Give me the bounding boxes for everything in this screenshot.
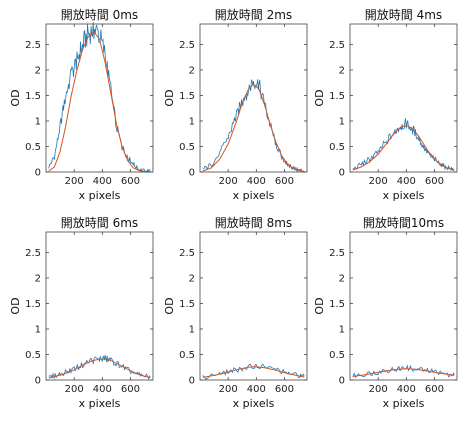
y-tick-label: 0.5	[179, 350, 195, 361]
x-tick-label: 200	[219, 176, 238, 187]
y-tick-label: 0.5	[179, 142, 195, 153]
y-tick-label: 2.5	[329, 248, 345, 259]
x-tick-label: 600	[121, 176, 140, 187]
plot-frame	[349, 23, 458, 173]
plot-frame	[349, 231, 458, 381]
subplot-2: 開放時間 2ms 200 400 600 0 0.5 1 1.5 2 2.5 x pixels OD	[163, 7, 308, 202]
x-tick-label: 400	[93, 176, 112, 187]
fit-line	[352, 368, 455, 377]
y-tick-label: 1	[35, 116, 41, 127]
y-tick-label: 0	[35, 376, 41, 387]
fit-line	[202, 366, 305, 378]
fit-line	[48, 30, 151, 173]
y-axis-label: OD	[313, 297, 326, 314]
fit-line	[202, 83, 305, 172]
plot-frame	[199, 231, 308, 381]
y-axis-label: OD	[9, 89, 22, 106]
y-tick-label: 2	[189, 273, 195, 284]
y-tick-label: 0.5	[25, 142, 41, 153]
measured-od-line	[202, 363, 305, 380]
y-tick-label: 0	[35, 168, 41, 179]
y-tick-label: 2.5	[329, 40, 345, 51]
y-tick-label: 1.5	[25, 91, 41, 102]
subplot-6: 開放時間10ms 200 400 600 0 0.5 1 1.5 2 2.5 x pixels OD	[313, 215, 458, 410]
y-tick-label: 2.5	[25, 248, 41, 259]
x-axis-label: x pixels	[233, 189, 275, 202]
y-tick-label: 0	[339, 376, 345, 387]
measured-od-line	[48, 22, 151, 174]
y-tick-label: 1.5	[179, 91, 195, 102]
y-tick-label: 1.5	[179, 299, 195, 310]
y-tick-label: 2.5	[179, 40, 195, 51]
x-tick-label: 400	[93, 384, 112, 395]
plot-frame	[45, 231, 154, 381]
y-tick-label: 1.5	[25, 299, 41, 310]
subplot-title: 開放時間 2ms	[215, 7, 292, 22]
plot-frame	[199, 23, 308, 173]
y-tick-label: 2	[339, 273, 345, 284]
x-tick-label: 200	[219, 384, 238, 395]
x-tick-label: 200	[65, 176, 84, 187]
subplot-1: 開放時間 0ms 200 400 600 0 0.5 1 1.5 2 2.5 x pixels OD	[9, 7, 154, 202]
x-axis-label: x pixels	[233, 397, 275, 410]
y-axis-label: OD	[313, 89, 326, 106]
y-axis-label: OD	[9, 297, 22, 314]
x-tick-label: 200	[369, 384, 388, 395]
fit-line	[352, 125, 455, 171]
y-tick-label: 1	[339, 116, 345, 127]
y-tick-label: 0.5	[329, 142, 345, 153]
y-tick-label: 0.5	[25, 350, 41, 361]
subplot-title: 開放時間 0ms	[61, 7, 138, 22]
measured-od-line	[352, 118, 455, 172]
y-tick-label: 2	[189, 65, 195, 76]
x-tick-label: 400	[247, 176, 266, 187]
subplot-title: 開放時間 6ms	[61, 215, 138, 230]
plot-frame	[45, 23, 154, 173]
y-tick-label: 0.5	[329, 350, 345, 361]
x-tick-label: 600	[275, 176, 294, 187]
y-tick-label: 1	[189, 116, 195, 127]
x-tick-label: 600	[275, 384, 294, 395]
y-tick-label: 2	[339, 65, 345, 76]
x-tick-label: 400	[397, 384, 416, 395]
x-tick-label: 200	[65, 384, 84, 395]
fit-line	[48, 358, 151, 379]
y-axis-label: OD	[163, 89, 176, 106]
y-tick-label: 2.5	[25, 40, 41, 51]
subplot-title: 開放時間 4ms	[365, 7, 442, 22]
y-tick-label: 1.5	[329, 299, 345, 310]
subplot-title: 開放時間10ms	[363, 215, 444, 230]
subplot-5: 開放時間 8ms 200 400 600 0 0.5 1 1.5 2 2.5 x pixels OD	[163, 215, 308, 410]
x-tick-label: 600	[425, 384, 444, 395]
x-tick-label: 400	[397, 176, 416, 187]
measured-od-line	[352, 364, 455, 379]
x-tick-label: 600	[121, 384, 140, 395]
y-tick-label: 2	[35, 273, 41, 284]
y-axis-label: OD	[163, 297, 176, 314]
x-axis-label: x pixels	[383, 397, 425, 410]
x-tick-label: 400	[247, 384, 266, 395]
y-tick-label: 2.5	[179, 248, 195, 259]
subplot-4: 開放時間 6ms 200 400 600 0 0.5 1 1.5 2 2.5 x pixels OD	[9, 215, 154, 410]
y-tick-label: 2	[35, 65, 41, 76]
y-tick-label: 1	[339, 324, 345, 335]
x-tick-label: 600	[425, 176, 444, 187]
y-tick-label: 1	[35, 324, 41, 335]
x-axis-label: x pixels	[79, 397, 121, 410]
x-axis-label: x pixels	[383, 189, 425, 202]
y-tick-label: 0	[339, 168, 345, 179]
y-tick-label: 0	[189, 376, 195, 387]
measured-od-line	[202, 79, 305, 173]
subplot-title: 開放時間 8ms	[215, 215, 292, 230]
subplot-3: 開放時間 4ms 200 400 600 0 0.5 1 1.5 2 2.5 x pixels OD	[313, 7, 458, 202]
y-tick-label: 1.5	[329, 91, 345, 102]
x-tick-label: 200	[369, 176, 388, 187]
y-tick-label: 0	[189, 168, 195, 179]
x-axis-label: x pixels	[79, 189, 121, 202]
y-tick-label: 1	[189, 324, 195, 335]
